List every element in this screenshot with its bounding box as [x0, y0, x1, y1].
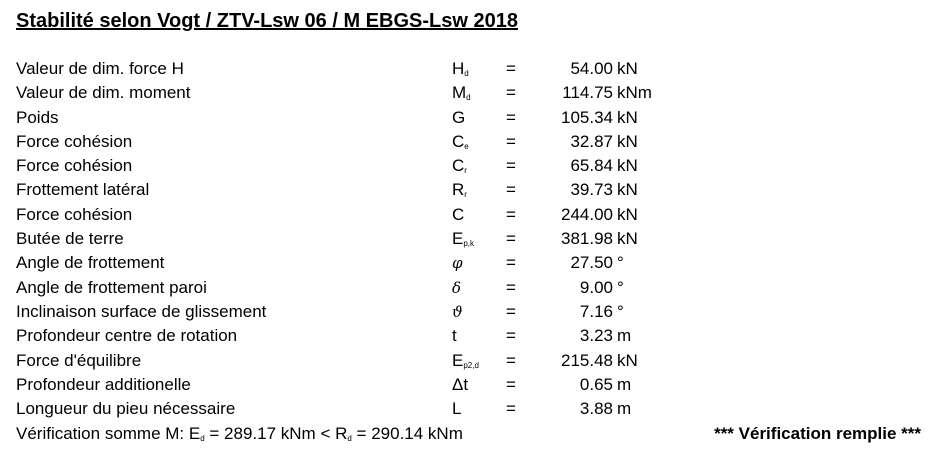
row-label: Longueur du pieu nécessaire [16, 399, 236, 419]
row-equals: = [506, 277, 516, 297]
row-unit: ° [617, 277, 624, 297]
row-equals: = [506, 59, 516, 78]
row-equals: = [506, 156, 516, 176]
row-value: 3.23 [579, 326, 613, 346]
row-label: Frottement latéral [16, 180, 150, 200]
page-title: Stabilité selon Vogt / ZTV-Lsw 06 / M EB… [16, 10, 518, 32]
result-row: Valeur de dim. moment Md = 114.75 kNm [0, 81, 931, 105]
result-row: Longueur du pieu nécessaire L = 3.88 m [0, 397, 931, 421]
row-value: 3.88 [579, 399, 613, 419]
row-value: 114.75 [562, 83, 613, 103]
row-label: Profondeur additionelle [16, 374, 191, 394]
result-row: Valeur de dim. force H Hd = 54.00 kN [0, 57, 931, 81]
row-unit: kN [617, 156, 638, 176]
row-value: 9.00 [579, 277, 613, 297]
row-symbol: ϑ [452, 302, 463, 321]
row-symbol: δ [452, 278, 462, 297]
row-equals: = [506, 301, 516, 321]
result-row: Force cohésion C = 244.00 kN [0, 203, 931, 227]
row-value: 105.34 [561, 107, 613, 127]
row-symbol: Rr [452, 180, 467, 200]
verification-text: Vérification somme M: Ed = 289.17 kNm < … [16, 424, 463, 443]
row-symbol: L [452, 399, 462, 419]
row-label: Angle de frottement [16, 253, 165, 273]
result-row: Profondeur centre de rotation t = 3.23 m [0, 324, 931, 348]
row-value: 39.73 [570, 180, 613, 200]
row-symbol: Ep2,d [452, 350, 479, 370]
result-row: Angle de frottement paroi δ = 9.00 ° [0, 276, 931, 300]
row-equals: = [506, 253, 516, 273]
row-unit: kNm [617, 83, 652, 103]
results-table: Valeur de dim. force H Hd = 54.00 kN Valeur d… [0, 57, 931, 421]
row-value: 381.98 [561, 229, 613, 249]
row-unit: ° [617, 253, 624, 273]
verification-status: *** Vérification remplie *** [714, 424, 921, 443]
row-label: Butée de terre [16, 229, 124, 249]
row-symbol: Ce [452, 131, 469, 151]
result-row: Butée de terre Ep,k = 381.98 kN [0, 227, 931, 251]
row-unit: m [617, 326, 632, 346]
row-unit: kN [617, 180, 638, 200]
row-value: 65.84 [570, 156, 613, 176]
row-symbol: Ep,k [452, 229, 475, 249]
row-value: 215.48 [561, 350, 613, 370]
result-row: Angle de frottement φ = 27.50 ° [0, 251, 931, 275]
result-row: Force cohésion Cr = 65.84 kN [0, 154, 931, 178]
row-value: 54.00 [570, 59, 613, 78]
row-value: 0.65 [579, 374, 613, 394]
row-value: 244.00 [561, 204, 613, 224]
row-equals: = [506, 107, 516, 127]
result-row: Force cohésion Ce = 32.87 kN [0, 130, 931, 154]
row-equals: = [506, 374, 516, 394]
result-row: Force d'équilibre Ep2,d = 215.48 kN [0, 349, 931, 373]
row-unit: kN [617, 59, 638, 78]
row-label: Valeur de dim. moment [16, 83, 191, 103]
row-symbol: Hd [452, 59, 469, 78]
row-unit: kN [617, 131, 638, 151]
row-unit: kN [617, 350, 638, 370]
row-label: Force cohésion [16, 156, 133, 176]
row-equals: = [506, 204, 516, 224]
row-unit: kN [617, 204, 638, 224]
row-value: 7.16 [579, 301, 613, 321]
row-symbol: Δt [452, 374, 469, 394]
row-value: 27.50 [570, 253, 613, 273]
row-unit: kN [617, 107, 638, 127]
row-label: Force cohésion [16, 204, 133, 224]
row-equals: = [506, 83, 516, 103]
row-equals: = [506, 131, 516, 151]
row-equals: = [506, 229, 516, 249]
row-label: Force cohésion [16, 131, 133, 151]
row-unit: m [617, 399, 632, 419]
row-symbol: φ [452, 254, 463, 273]
row-equals: = [506, 399, 516, 419]
row-label: Angle de frottement paroi [16, 277, 207, 297]
row-equals: = [506, 180, 516, 200]
row-unit: ° [617, 301, 624, 321]
row-equals: = [506, 350, 516, 370]
result-row: Inclinaison surface de glissement ϑ = 7.16 ° [0, 300, 931, 324]
result-row: Poids G = 105.34 kN [0, 106, 931, 130]
row-symbol: t [452, 326, 457, 346]
row-label: Poids [16, 107, 59, 127]
verification-line: Vérification somme M: Ed = 289.17 kNm < … [16, 422, 921, 446]
row-unit: m [617, 374, 632, 394]
row-label: Profondeur centre de rotation [16, 326, 238, 346]
row-symbol: G [452, 107, 466, 127]
row-unit: kN [617, 229, 638, 249]
row-equals: = [506, 326, 516, 346]
row-symbol: Md [452, 83, 471, 103]
row-label: Inclinaison surface de glissement [16, 301, 267, 321]
row-label: Valeur de dim. force H [16, 59, 184, 78]
result-row: Frottement latéral Rr = 39.73 kN [0, 178, 931, 202]
row-symbol: C [452, 204, 465, 224]
row-symbol: Cr [452, 156, 467, 176]
row-label: Force d'équilibre [16, 350, 142, 370]
result-row: Profondeur additionelle Δt = 0.65 m [0, 373, 931, 397]
row-value: 32.87 [570, 131, 613, 151]
